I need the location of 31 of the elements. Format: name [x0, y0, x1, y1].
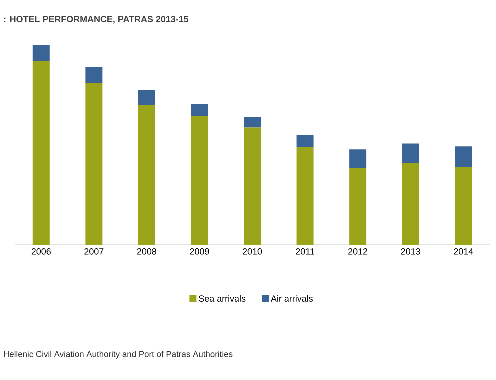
x-tick-label: 2009 [190, 248, 210, 255]
legend-label: Sea arrivals [199, 295, 246, 302]
x-tick-label: 2011 [296, 248, 314, 255]
x-tick-label: 2008 [137, 248, 157, 255]
bar [350, 168, 367, 245]
bar [32, 60, 50, 245]
bar [86, 66, 103, 83]
bar [296, 135, 314, 147]
bar [244, 117, 262, 128]
x-tick-label: 2006 [32, 248, 51, 255]
bar [296, 146, 314, 245]
bar [86, 82, 103, 245]
bar [402, 162, 420, 245]
x-tick-label: 2007 [84, 248, 104, 255]
legend-label: Air arrivals [271, 295, 313, 302]
bar [244, 128, 262, 245]
bar [455, 146, 472, 168]
bar [191, 104, 208, 116]
bar [191, 116, 208, 245]
x-tick-label: 2012 [348, 248, 368, 255]
bar [350, 150, 367, 168]
x-tick-label: 2013 [401, 248, 420, 255]
x-tick-label: 2010 [242, 248, 262, 255]
bar [402, 144, 420, 163]
bar [32, 44, 50, 61]
bar [138, 104, 156, 245]
chart-title: : HOTEL PERFORMANCE, PATRAS 2013-15 [4, 16, 189, 24]
bar [138, 90, 156, 105]
x-tick-label: 2014 [454, 248, 474, 255]
bar [455, 167, 472, 245]
text: Hellenic Civil Aviation Authority and Port of Patras Authorities [4, 351, 233, 359]
